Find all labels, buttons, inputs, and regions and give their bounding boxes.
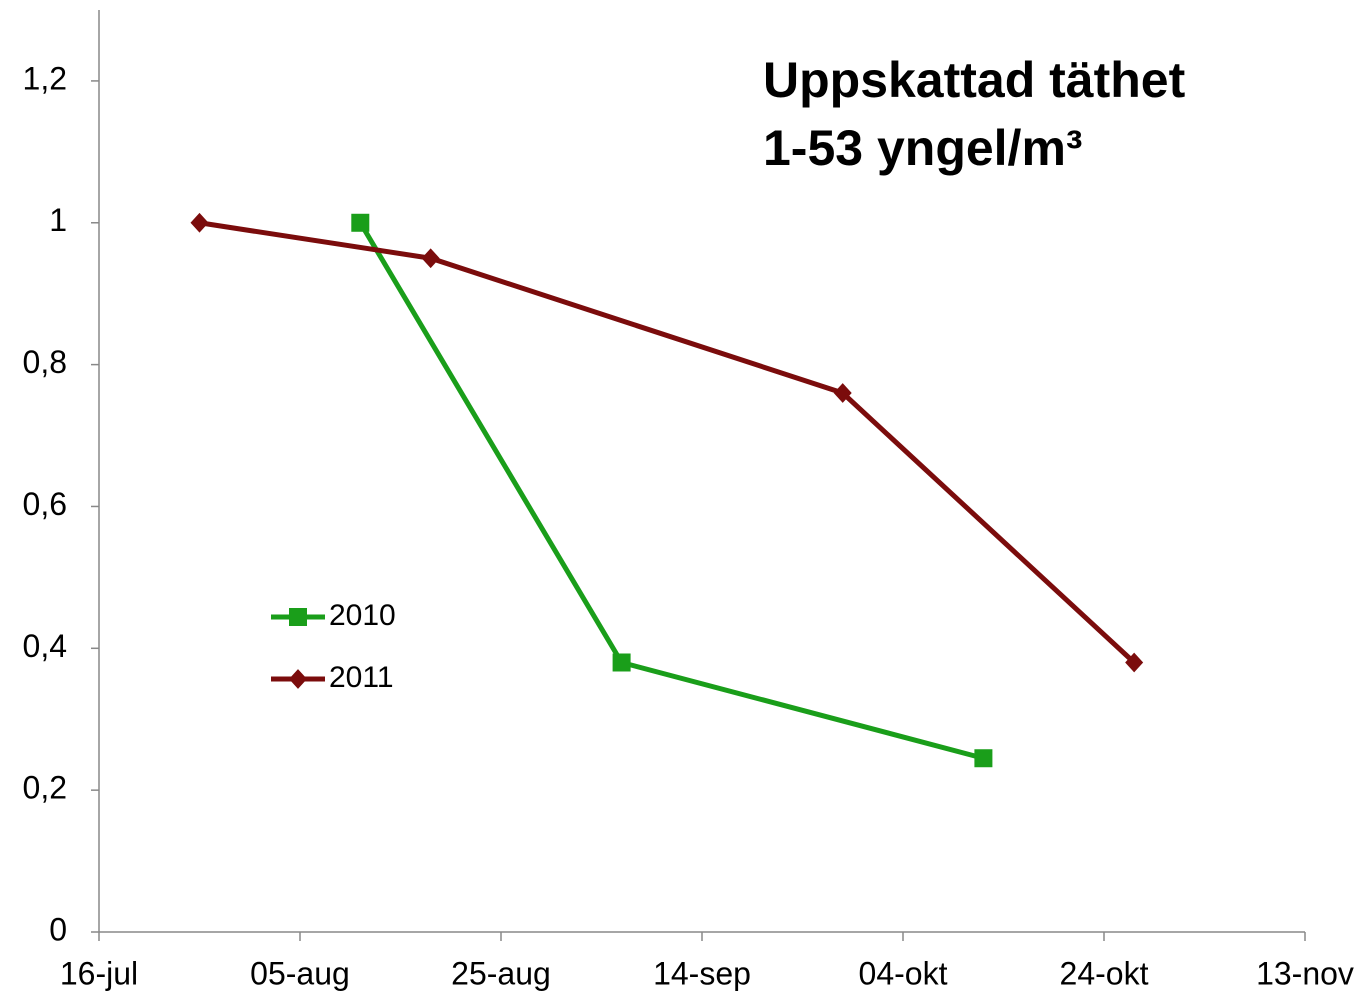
y-tick-label: 0 bbox=[49, 911, 67, 947]
marker bbox=[190, 212, 209, 233]
x-tick-label: 25-aug bbox=[451, 955, 551, 991]
marker bbox=[289, 669, 307, 689]
marker bbox=[289, 608, 307, 626]
series-line bbox=[199, 220, 1136, 665]
x-tick-label: 14-sep bbox=[653, 955, 751, 991]
marker bbox=[612, 653, 631, 672]
x-tick-label: 05-aug bbox=[250, 955, 350, 991]
marker bbox=[974, 749, 993, 768]
x-tick-label: 24-okt bbox=[1060, 955, 1149, 991]
y-tick-label: 0,6 bbox=[23, 486, 67, 522]
y-tick-label: 1,2 bbox=[23, 60, 67, 96]
legend-label: 2010 bbox=[329, 599, 396, 632]
series-line bbox=[358, 221, 985, 761]
marker bbox=[833, 383, 852, 403]
y-tick-label: 0,4 bbox=[23, 628, 67, 664]
marker bbox=[421, 248, 440, 269]
marker bbox=[351, 213, 370, 232]
x-tick-label: 13-nov bbox=[1256, 955, 1354, 991]
y-tick-label: 0,2 bbox=[23, 770, 67, 806]
y-tick-label: 0,8 bbox=[23, 344, 67, 380]
legend-label: 2011 bbox=[329, 661, 394, 694]
chart-title: Uppskattad täthet bbox=[763, 52, 1186, 108]
marker bbox=[1125, 652, 1144, 673]
x-tick-label: 04-okt bbox=[859, 955, 948, 991]
chart-subtitle: 1-53 yngel/m³ bbox=[763, 120, 1083, 176]
x-tick-label: 16-jul bbox=[60, 955, 138, 991]
y-tick-label: 1 bbox=[49, 202, 67, 238]
